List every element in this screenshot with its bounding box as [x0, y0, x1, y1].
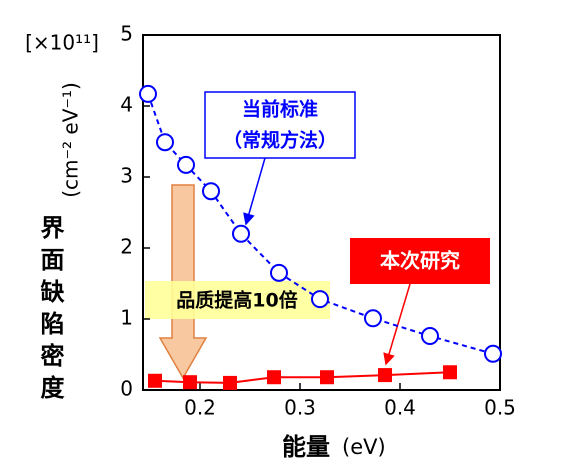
- standard-box: [204, 91, 356, 159]
- point: [270, 263, 288, 282]
- point: [267, 370, 281, 385]
- this-study-box: [350, 238, 490, 284]
- y-label: 界面缺陷密度: [36, 215, 64, 407]
- y-tick-label: 4: [120, 93, 133, 117]
- y-tick-label: 2: [120, 235, 133, 259]
- point: [223, 375, 237, 390]
- point: [311, 290, 329, 309]
- improvement-box: [145, 281, 330, 319]
- point: [183, 375, 197, 390]
- y-unit: [×10¹¹]: [25, 31, 99, 55]
- x-tick-label: 0.4: [384, 396, 416, 420]
- point: [443, 365, 457, 380]
- point: [364, 309, 382, 328]
- series-line: [154, 371, 451, 384]
- y-label-unit: (cm⁻² eV⁻¹): [59, 82, 83, 198]
- point: [148, 373, 162, 388]
- y-tick-label: 0: [120, 377, 133, 401]
- point: [484, 344, 502, 363]
- standard-subtext: （常规方法）: [223, 129, 337, 152]
- x-label-unit: (eV): [342, 435, 386, 459]
- point: [139, 84, 157, 103]
- y-tick-label: 1: [120, 306, 133, 330]
- point: [156, 133, 174, 152]
- this-study-text: 本次研究: [380, 249, 460, 273]
- improvement-text: 品质提高10倍: [176, 289, 297, 312]
- x-tick-label: 0.2: [184, 396, 216, 420]
- point: [421, 327, 439, 346]
- series-line: [147, 93, 494, 355]
- point: [378, 368, 392, 383]
- x-label: 能量: [282, 433, 330, 461]
- point: [177, 155, 195, 174]
- standard-pointer: [243, 157, 266, 226]
- x-tick-label: 0.3: [284, 396, 316, 420]
- y-tick-label: 5: [120, 22, 133, 46]
- point: [232, 224, 250, 243]
- y-tick-label: 3: [120, 164, 133, 188]
- point: [202, 182, 220, 201]
- x-tick-label: 0.5: [484, 396, 516, 420]
- point: [320, 370, 334, 385]
- y-label-text: 界面缺陷密度: [36, 215, 64, 407]
- standard-text: 当前标准: [242, 98, 318, 121]
- plot-frame: [142, 34, 501, 391]
- this-study-pointer: [383, 283, 411, 366]
